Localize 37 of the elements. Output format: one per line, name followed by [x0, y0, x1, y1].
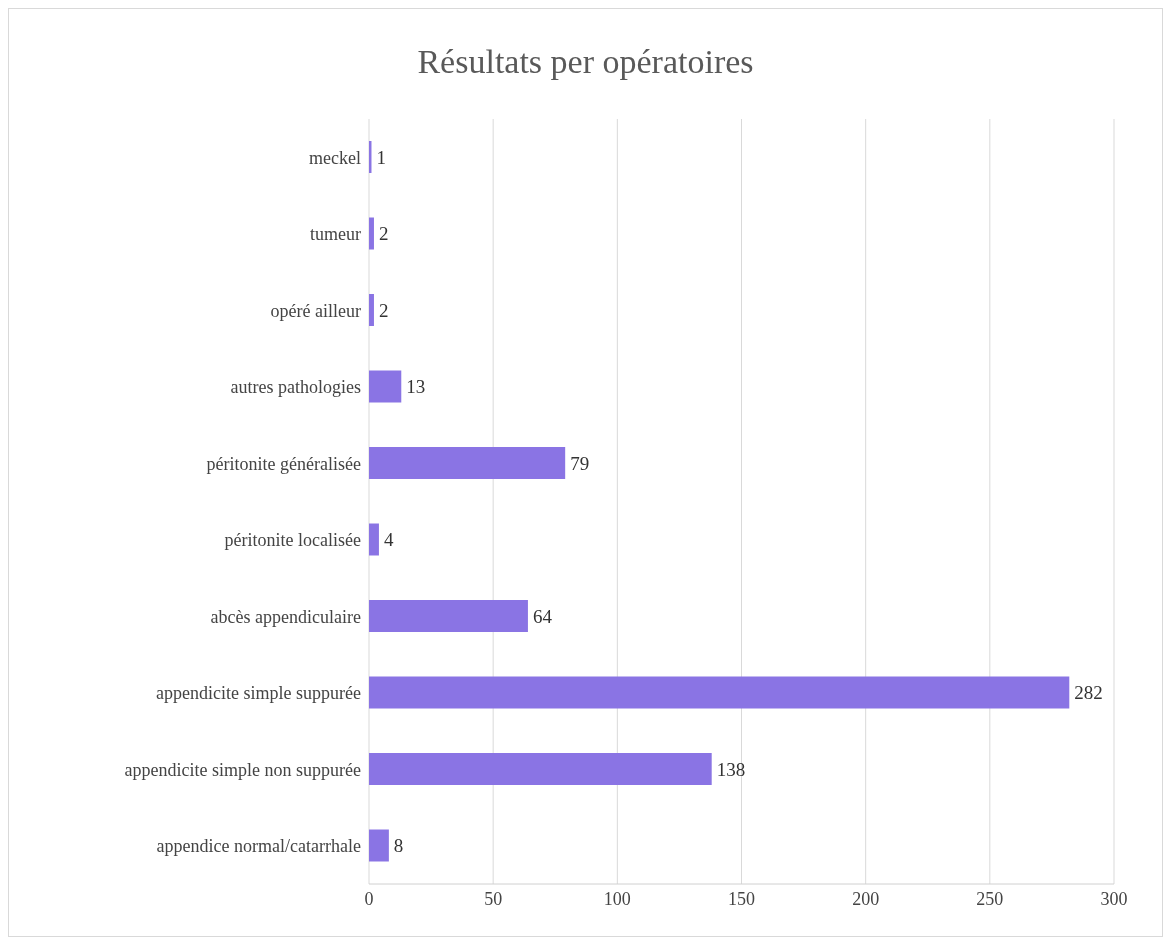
bar: [369, 370, 402, 403]
bar: [369, 294, 374, 326]
data-label: 13: [406, 376, 426, 398]
y-tick-label: opéré ailleur: [270, 300, 361, 321]
bar: [369, 753, 712, 785]
data-label: 64: [532, 605, 553, 627]
x-tick-label: 150: [728, 888, 755, 909]
y-tick-label: abcès appendiculaire: [210, 606, 361, 627]
data-label: 79: [570, 452, 590, 474]
bar: [369, 523, 379, 556]
x-tick-label: 0: [364, 888, 374, 909]
data-label: 4: [383, 529, 394, 551]
x-tick-label: 250: [976, 888, 1004, 909]
y-tick-label: appendicite simple non suppurée: [124, 759, 362, 780]
bar: [369, 676, 1070, 709]
y-tick-label: appendicite simple suppurée: [156, 683, 362, 704]
bar: [369, 829, 389, 862]
x-tick-label: 300: [1100, 888, 1128, 909]
y-tick-label: meckel: [309, 147, 361, 168]
x-tick-label: 100: [603, 888, 631, 909]
y-tick-label: péritonite généralisée: [206, 453, 361, 474]
bar: [369, 447, 566, 479]
data-label: 282: [1074, 682, 1103, 704]
bar: [369, 600, 528, 632]
data-label: 138: [716, 758, 746, 780]
y-tick-label: tumeur: [310, 224, 361, 245]
chart-title: Résultats per opératoires: [416, 42, 755, 82]
data-label: 2: [378, 223, 389, 245]
y-tick-label: autres pathologies: [230, 377, 361, 398]
x-tick-label: 200: [852, 888, 880, 909]
data-label: 1: [376, 146, 386, 168]
x-tick-label: 50: [484, 888, 503, 909]
y-tick-label: péritonite localisée: [224, 530, 361, 551]
data-label: 2: [378, 299, 389, 321]
data-label: 8: [393, 835, 404, 857]
bar: [369, 217, 374, 250]
y-tick-label: appendice normal/catarrhale: [156, 836, 361, 857]
